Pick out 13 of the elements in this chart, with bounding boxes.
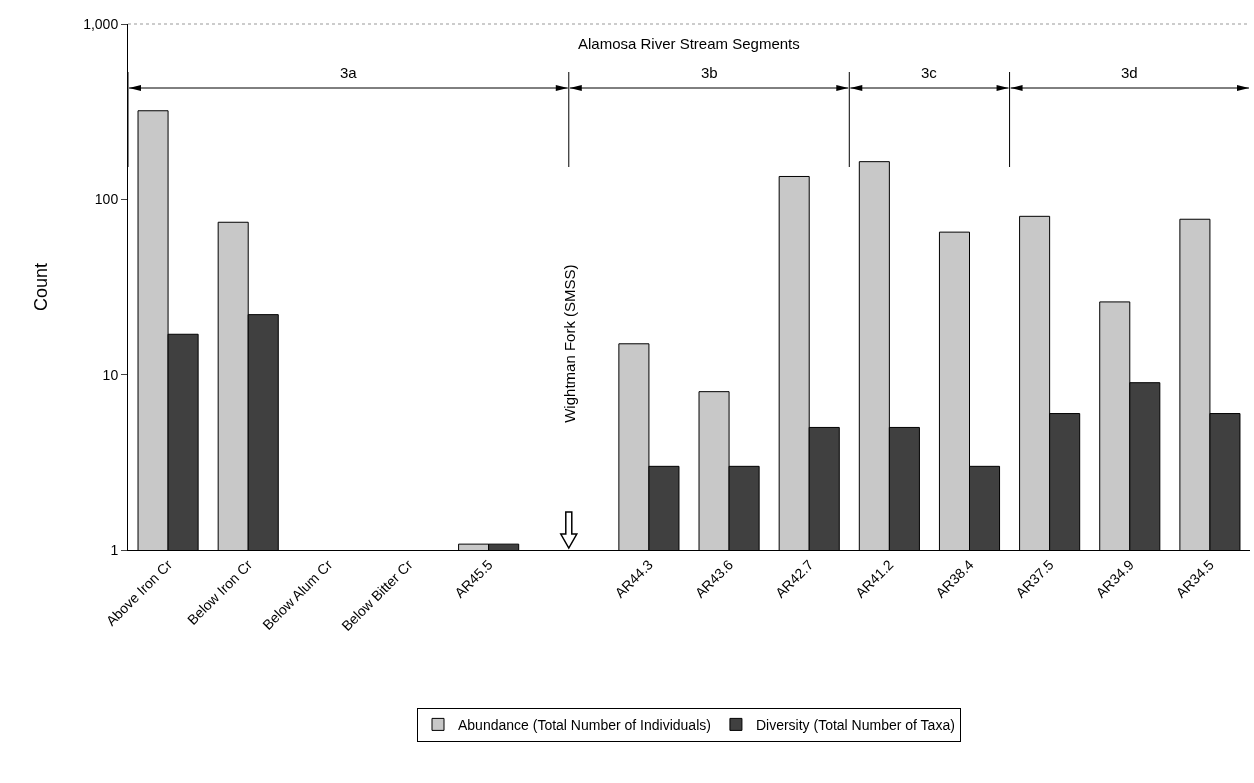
y-tick-label: 1,000 xyxy=(83,15,119,32)
y-tick-label: 100 xyxy=(94,191,119,208)
annotation: Wightman Fork (SMSS) xyxy=(560,264,578,423)
legend-label: Diversity (Total Number of Taxa) xyxy=(755,716,955,733)
y-tick-label: 10 xyxy=(102,366,119,383)
annotation: 3a xyxy=(340,64,358,81)
y-tick-label: 1 xyxy=(110,541,119,558)
legend-label: Abundance (Total Number of Individuals) xyxy=(458,716,711,733)
annotation: 3c xyxy=(921,64,938,81)
y-axis-title: Count xyxy=(31,262,52,312)
annotation: 3b xyxy=(701,64,718,81)
annotation: 3d xyxy=(1121,64,1138,81)
annotation: Alamosa River Stream Segments xyxy=(578,35,800,52)
